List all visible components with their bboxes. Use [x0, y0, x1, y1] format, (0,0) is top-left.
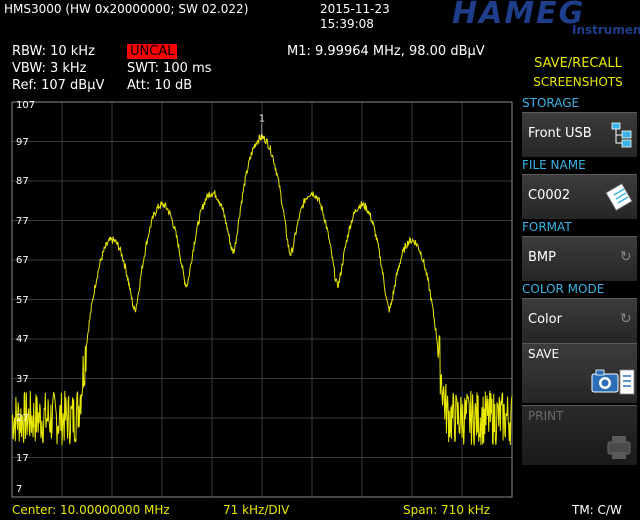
spectrum-trace: [11, 133, 513, 446]
filename-button[interactable]: C0002: [522, 174, 637, 219]
y-tick-label: 97: [16, 136, 29, 148]
rotate-icon: ↻: [620, 311, 632, 327]
div-readout: 71 kHz/DIV: [223, 503, 290, 517]
time-label: 15:39:08: [320, 17, 374, 31]
print-label: PRINT: [528, 409, 564, 423]
y-tick-label: 57: [16, 294, 29, 306]
format-label: FORMAT: [522, 220, 572, 234]
plot-grid: [12, 102, 512, 497]
hameg-logo-sub: Instruments: [572, 23, 640, 37]
ref-readout: Ref: 107 dBµV: [12, 78, 105, 93]
storage-label: STORAGE: [522, 96, 580, 110]
uncal-badge: UNCAL: [127, 44, 178, 59]
colormode-value: Color: [528, 312, 562, 327]
format-button[interactable]: BMP ↻: [522, 236, 637, 281]
y-tick-label: 37: [16, 373, 29, 385]
format-value: BMP: [528, 250, 556, 265]
y-tick-label: 67: [16, 255, 29, 266]
edit-file-icon: [606, 183, 633, 211]
colormode-button[interactable]: Color ↻: [522, 298, 637, 343]
save-button[interactable]: SAVE: [522, 343, 637, 403]
y-tick-label: 47: [16, 334, 29, 345]
colormode-label: COLOR MODE: [522, 282, 605, 296]
y-tick-label: 77: [16, 215, 29, 227]
y-tick-label: 17: [16, 452, 29, 464]
rbw-readout: RBW: 10 kHz: [12, 44, 95, 59]
device-info: HMS3000 (HW 0x20000000; SW 02.022): [4, 2, 249, 16]
folder-tree-icon: [611, 122, 632, 148]
filename-label: FILE NAME: [522, 158, 586, 172]
vbw-readout: VBW: 3 kHz: [12, 61, 87, 76]
panel-title-line2: SCREENSHOTS: [533, 75, 623, 89]
span-readout: Span: 710 kHz: [403, 503, 491, 517]
att-readout: Att: 10 dB: [127, 78, 193, 93]
y-tick-label: 107: [16, 100, 36, 111]
storage-value: Front USB: [528, 126, 592, 141]
save-label: SAVE: [528, 347, 560, 361]
center-frequency: Center: 10.00000000 MHz: [12, 503, 170, 517]
panel-title-line1: SAVE/RECALL: [534, 56, 622, 71]
panel-title: SAVE/RECALL: [519, 54, 637, 74]
plot-frame: [11, 101, 513, 498]
trace-mode: TM: C/W: [572, 503, 622, 517]
marker-1-label: 1: [259, 114, 265, 125]
y-tick-label: 87: [16, 176, 29, 187]
printer-icon: [607, 436, 631, 459]
marker-readout: M1: 9.99964 MHz, 98.00 dBµV: [287, 44, 485, 59]
y-tick-label: 7: [16, 484, 23, 495]
date-label: 2015-11-23: [320, 2, 390, 16]
hameg-logo: HAMEG: [452, 0, 586, 31]
filename-value: C0002: [528, 188, 571, 203]
rotate-icon: ↻: [620, 249, 632, 265]
camera-icon: [591, 369, 635, 395]
y-tick-label: 27: [16, 413, 29, 424]
print-button[interactable]: PRINT: [522, 405, 637, 465]
marker-1: 1: [259, 114, 265, 138]
storage-button[interactable]: Front USB: [522, 112, 637, 157]
swt-readout: SWT: 100 ms: [127, 61, 212, 76]
